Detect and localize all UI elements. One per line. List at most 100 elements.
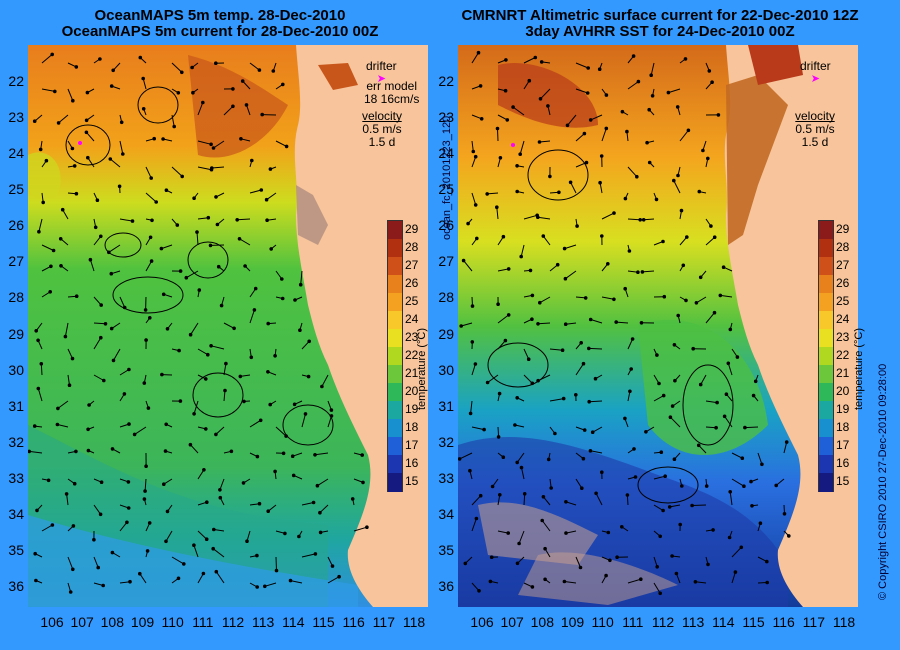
current-vector bbox=[471, 363, 476, 376]
current-vector-head bbox=[92, 537, 96, 542]
current-vector-head bbox=[753, 379, 758, 384]
current-vector-head bbox=[530, 293, 535, 298]
current-vector-head bbox=[587, 399, 591, 404]
current-vector-head bbox=[582, 131, 587, 136]
current-vector bbox=[471, 426, 485, 431]
current-vector-head bbox=[599, 154, 604, 158]
current-vector-head bbox=[672, 178, 676, 183]
left-title-line2: OceanMAPS 5m current for 28-Dec-2010 00Z bbox=[61, 23, 379, 40]
current-vector-head bbox=[48, 290, 53, 294]
current-vector bbox=[463, 260, 473, 272]
current-vector-head bbox=[201, 571, 206, 576]
current-vector-head bbox=[148, 316, 152, 320]
current-vector bbox=[471, 518, 477, 532]
right-title-line2: 3day AVHRR SST for 24-Dec-2010 00Z bbox=[525, 23, 795, 40]
left-colorbar-label: temperature (°C) bbox=[416, 327, 428, 410]
current-vector bbox=[590, 319, 603, 324]
current-vector-head bbox=[496, 435, 501, 439]
current-vector-head bbox=[668, 415, 673, 420]
current-vector-head bbox=[58, 237, 63, 241]
current-vector-head bbox=[164, 422, 168, 427]
current-vector-head bbox=[291, 473, 296, 478]
current-vector-head bbox=[237, 237, 242, 241]
current-vector-head bbox=[56, 121, 61, 125]
current-vector-head bbox=[271, 69, 276, 73]
current-vector-head bbox=[219, 303, 224, 308]
current-vector bbox=[171, 556, 185, 565]
colorbar-tick-label: 19 bbox=[405, 402, 419, 416]
current-vector-head bbox=[96, 565, 100, 570]
colorbar-tick-label: 20 bbox=[405, 384, 419, 398]
current-vector-head bbox=[283, 531, 287, 536]
current-vector-head bbox=[37, 229, 41, 234]
current-vector-head bbox=[588, 449, 593, 453]
current-vector-head bbox=[716, 113, 721, 117]
current-vector bbox=[161, 244, 173, 250]
latitude-tick-label: 36 bbox=[438, 578, 454, 594]
current-vector bbox=[41, 524, 53, 532]
current-vector-head bbox=[102, 378, 106, 383]
current-vector-head bbox=[72, 164, 77, 168]
current-vector-head bbox=[658, 534, 662, 539]
latitude-tick-label: 31 bbox=[8, 397, 24, 414]
current-vector bbox=[497, 268, 509, 272]
colorbar-swatch bbox=[388, 329, 402, 348]
current-vector-head bbox=[515, 460, 520, 465]
current-vector-head bbox=[519, 254, 524, 259]
current-vector-head bbox=[141, 76, 145, 81]
current-vector bbox=[589, 400, 603, 403]
current-vector-head bbox=[655, 353, 659, 357]
current-vector-head bbox=[549, 486, 553, 490]
current-vector-head bbox=[662, 294, 667, 299]
current-vector-head bbox=[88, 257, 93, 262]
longitude-tick-label: 110 bbox=[591, 614, 614, 630]
current-vector-head bbox=[684, 298, 688, 303]
colorbar-tick-label: 17 bbox=[836, 438, 850, 452]
colorbar-tick-label: 26 bbox=[836, 276, 850, 290]
current-vector-head bbox=[191, 90, 195, 95]
colorbar-tick-label: 28 bbox=[405, 240, 419, 254]
current-vector bbox=[171, 166, 183, 177]
latitude-tick-label: 22 bbox=[438, 73, 454, 89]
colorbar-tick-label: 19 bbox=[836, 402, 850, 416]
current-vector-head bbox=[540, 518, 544, 523]
current-vector-head bbox=[612, 297, 616, 302]
current-vector bbox=[575, 162, 587, 168]
current-vector-head bbox=[696, 443, 701, 448]
current-vector-head bbox=[650, 94, 655, 98]
current-vector bbox=[145, 260, 153, 272]
current-vector-head bbox=[739, 545, 744, 550]
current-vector-head bbox=[50, 523, 55, 527]
longitude-tick-label: 110 bbox=[161, 614, 184, 630]
longitude-tick-label: 118 bbox=[832, 614, 856, 630]
current-vector-head bbox=[266, 321, 270, 326]
colorbar-tick-label: 20 bbox=[836, 384, 850, 398]
current-vector bbox=[601, 128, 607, 142]
latitude-tick-label: 29 bbox=[8, 325, 24, 342]
current-vector-head bbox=[476, 50, 481, 55]
current-vector-head bbox=[197, 288, 202, 292]
current-vector bbox=[211, 166, 225, 169]
left-panel-title: OceanMAPS 5m temp. 28-Dec-2010 OceanMAPS… bbox=[0, 8, 440, 40]
current-vector-head bbox=[125, 520, 129, 525]
current-vector-head bbox=[587, 346, 591, 351]
current-vector bbox=[87, 157, 95, 168]
current-vector-head bbox=[536, 215, 540, 219]
current-vector bbox=[523, 57, 536, 64]
current-vector-head bbox=[117, 184, 122, 189]
current-vector bbox=[41, 244, 54, 251]
current-vector bbox=[757, 452, 763, 465]
longitude-tick-label: 108 bbox=[100, 614, 125, 630]
current-vector-head bbox=[298, 328, 302, 333]
current-vector bbox=[197, 573, 204, 584]
current-vector bbox=[165, 530, 173, 542]
current-vector-head bbox=[517, 541, 521, 546]
current-vector-head bbox=[564, 531, 568, 535]
current-vector bbox=[537, 216, 551, 220]
current-vector-head bbox=[743, 425, 747, 430]
current-vector-head bbox=[714, 425, 718, 430]
current-vector bbox=[317, 478, 329, 487]
current-vector-head bbox=[564, 500, 568, 504]
current-vector-head bbox=[459, 324, 463, 328]
current-vector-head bbox=[751, 393, 756, 398]
